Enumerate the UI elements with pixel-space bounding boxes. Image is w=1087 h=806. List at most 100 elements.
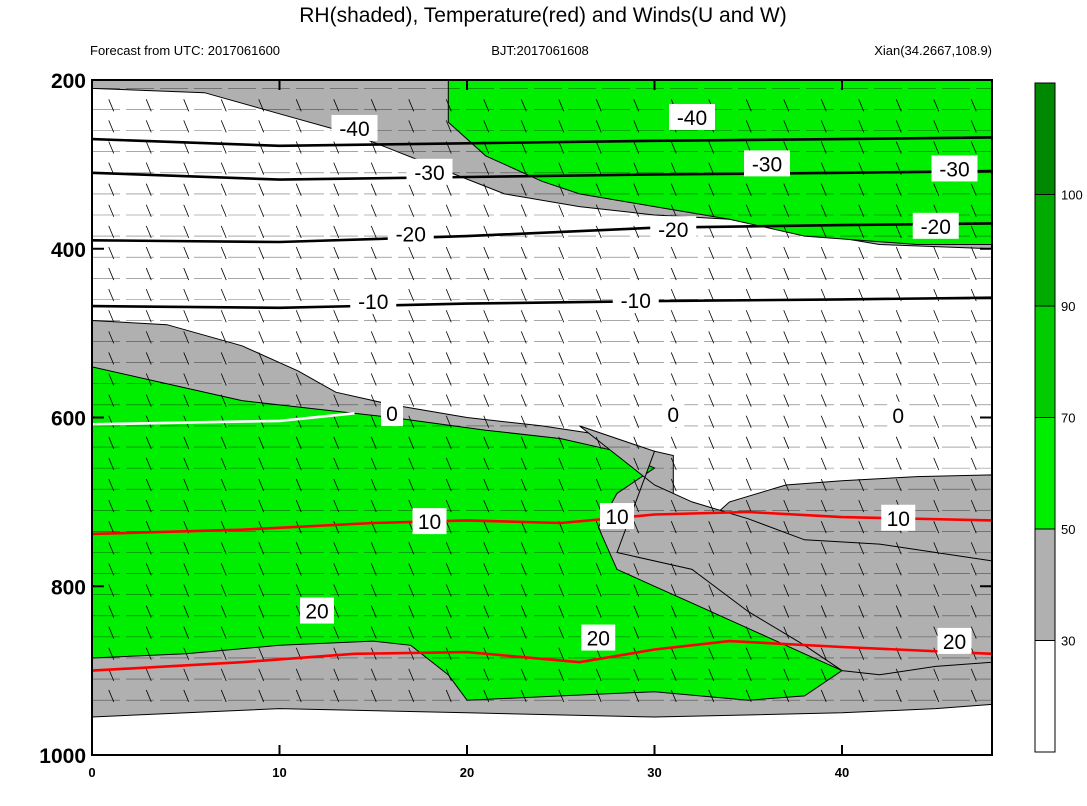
wind-barb <box>408 352 415 365</box>
wind-barb <box>520 499 527 513</box>
rh-region-green-3 <box>447 80 992 245</box>
colorbar-label: 70 <box>1061 411 1075 426</box>
wind-barb <box>933 647 940 660</box>
wind-barb <box>970 310 977 323</box>
wind-barb <box>520 352 527 365</box>
wind-barb <box>108 499 115 513</box>
wind-barb <box>258 521 265 534</box>
wind-barb <box>595 310 602 323</box>
wind-barb <box>858 183 865 196</box>
wind-barb <box>783 689 790 703</box>
colorbar-label: 50 <box>1061 522 1075 537</box>
wind-barb <box>895 141 902 154</box>
wind-barb <box>295 415 302 428</box>
wind-barb <box>933 563 940 576</box>
wind-barb <box>220 162 227 175</box>
wind-barb <box>333 183 340 196</box>
contour-label-box <box>931 155 978 182</box>
wind-barb <box>858 436 865 449</box>
wind-barb <box>933 668 940 681</box>
wind-barb <box>408 183 415 196</box>
contour-label-box <box>381 400 403 427</box>
wind-barb <box>258 689 265 703</box>
wind-barb <box>220 436 227 449</box>
wind-barb <box>633 542 640 555</box>
wind-barb <box>445 246 452 260</box>
wind-barb <box>858 352 865 365</box>
wind-barb <box>408 246 415 260</box>
wind-barb <box>220 668 227 681</box>
y-tick-label: 200 <box>51 70 86 93</box>
wind-barb <box>633 331 640 344</box>
wind-barb <box>670 204 677 217</box>
wind-barb <box>108 415 115 428</box>
wind-barb <box>333 352 340 365</box>
wind-barb <box>970 521 977 534</box>
wind-barb <box>445 457 452 471</box>
wind-barb <box>108 120 115 133</box>
wind-barb <box>708 647 715 660</box>
wind-barb <box>970 141 977 154</box>
contour-label: -30 <box>752 153 782 176</box>
wind-barb <box>933 457 940 471</box>
wind-barb <box>445 331 452 344</box>
wind-barb <box>933 246 940 260</box>
wind-barb <box>670 183 677 196</box>
wind-barb <box>220 246 227 260</box>
wind-barb <box>258 457 265 471</box>
wind-barb <box>895 668 902 681</box>
wind-barb <box>820 183 827 196</box>
contour-label: -20 <box>658 219 688 242</box>
wind-barb <box>445 436 452 449</box>
wind-barb <box>445 352 452 365</box>
wind-barb <box>708 668 715 681</box>
wind-barb <box>745 584 752 597</box>
wind-barb <box>295 183 302 196</box>
wind-barb <box>933 352 940 365</box>
wind-barb <box>258 99 265 112</box>
wind-barb <box>970 204 977 217</box>
wind-barb <box>258 584 265 597</box>
wind-barb <box>595 521 602 534</box>
wind-barb <box>558 478 565 492</box>
wind-barb <box>558 499 565 513</box>
wind-barb <box>258 225 265 239</box>
wind-barb <box>370 373 377 386</box>
wind-barb <box>258 668 265 681</box>
contour-label: 0 <box>667 404 679 427</box>
wind-barb <box>445 478 452 492</box>
wind-barb <box>595 331 602 344</box>
wind-barb <box>295 120 302 133</box>
wind-barb <box>183 204 190 217</box>
wind-barb <box>745 204 752 217</box>
wind-barb <box>595 668 602 681</box>
wind-barb <box>483 289 490 302</box>
contour-label-box <box>650 216 697 243</box>
wind-barb <box>745 457 752 471</box>
wind-barb <box>745 415 752 428</box>
wind-barb <box>820 120 827 133</box>
wind-barb <box>258 394 265 407</box>
wind-barb <box>970 373 977 386</box>
wind-barb <box>258 289 265 302</box>
wind-barb <box>370 183 377 196</box>
wind-barb <box>295 246 302 260</box>
wind-barb <box>483 162 490 175</box>
wind-barb <box>333 225 340 239</box>
wind-barb <box>858 310 865 323</box>
wind-barb <box>820 521 827 534</box>
wind-barb <box>333 457 340 471</box>
wind-barb <box>708 246 715 260</box>
wind-barb <box>708 183 715 196</box>
wind-barb <box>220 99 227 112</box>
wind-barb <box>708 204 715 217</box>
wind-barb <box>595 204 602 217</box>
wind-barb <box>745 394 752 407</box>
wind-barb <box>220 584 227 597</box>
wind-barb <box>220 626 227 639</box>
wind-barb <box>633 457 640 471</box>
wind-barb <box>895 352 902 365</box>
wind-barb <box>370 542 377 555</box>
wind-barb <box>895 267 902 281</box>
